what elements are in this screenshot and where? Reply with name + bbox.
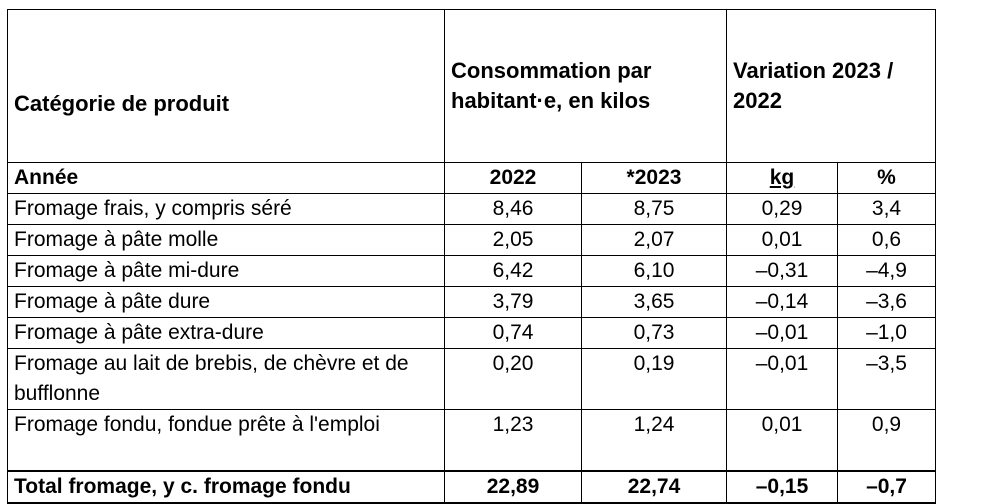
table-row: Fromage à pâte molle 2,05 2,07 0,01 0,6 <box>7 224 936 256</box>
row-label: Fromage à pâte mi-dure <box>7 255 445 287</box>
unit-kg: kg <box>726 162 838 194</box>
cell-kg: 0,01 <box>726 409 838 472</box>
cell-pct: –4,9 <box>837 255 936 287</box>
cell-pct: 0,9 <box>837 409 936 472</box>
header-category: Catégorie de produit <box>7 9 445 163</box>
cell-2022: 2,05 <box>444 224 582 256</box>
cell-pct: –3,5 <box>837 348 936 410</box>
cell-2022: 3,79 <box>444 286 582 318</box>
cell-pct: 3,4 <box>837 193 936 225</box>
cell-2023: 3,65 <box>581 286 727 318</box>
row-label: Fromage à pâte dure <box>7 286 445 318</box>
unit-pct: % <box>837 162 936 194</box>
data-table: Catégorie de produit Consommation par ha… <box>7 9 936 504</box>
cell-pct: –3,6 <box>837 286 936 318</box>
cell-2022: 0,20 <box>444 348 582 410</box>
cell-kg: 0,29 <box>726 193 838 225</box>
cell-2023: 1,24 <box>581 409 727 472</box>
year-label: Année <box>7 162 445 194</box>
cell-2022: 8,46 <box>444 193 582 225</box>
header-consumption: Consommation par habitant·e, en kilos <box>444 9 727 163</box>
cell-kg: –0,14 <box>726 286 838 318</box>
cell-kg: –0,01 <box>726 348 838 410</box>
cell-2023: 0,73 <box>581 317 727 349</box>
total-kg: –0,15 <box>726 470 838 504</box>
cell-2023: 0,19 <box>581 348 727 410</box>
cell-2022: 0,74 <box>444 317 582 349</box>
table-row: Fromage à pâte extra-dure 0,74 0,73 –0,0… <box>7 317 936 349</box>
year-row: Année 2022 *2023 kg % <box>7 162 936 194</box>
row-label: Fromage à pâte molle <box>7 224 445 256</box>
table-header-row: Catégorie de produit Consommation par ha… <box>7 9 936 163</box>
total-2022: 22,89 <box>444 470 582 504</box>
cell-2022: 1,23 <box>444 409 582 472</box>
year-2022: 2022 <box>444 162 582 194</box>
unit-kg-text: kg <box>769 166 795 189</box>
total-label: Total fromage, y c. fromage fondu <box>7 470 445 504</box>
cell-pct: –1,0 <box>837 317 936 349</box>
table-row: Fromage frais, y compris séré 8,46 8,75 … <box>7 193 936 225</box>
cell-kg: 0,01 <box>726 224 838 256</box>
table-row: Fromage à pâte dure 3,79 3,65 –0,14 –3,6 <box>7 286 936 318</box>
cell-kg: –0,31 <box>726 255 838 287</box>
total-2023: 22,74 <box>581 470 727 504</box>
cell-2022: 6,42 <box>444 255 582 287</box>
header-variation: Variation 2023 / 2022 <box>726 9 936 163</box>
total-row: Total fromage, y c. fromage fondu 22,89 … <box>7 470 936 504</box>
row-label: Fromage frais, y compris séré <box>7 193 445 225</box>
total-pct: –0,7 <box>837 470 936 504</box>
cell-2023: 6,10 <box>581 255 727 287</box>
table-row: Fromage à pâte mi-dure 6,42 6,10 –0,31 –… <box>7 255 936 287</box>
cell-pct: 0,6 <box>837 224 936 256</box>
year-2023: *2023 <box>581 162 727 194</box>
table-row: Fromage au lait de brebis, de chèvre et … <box>7 348 936 410</box>
row-label: Fromage fondu, fondue prête à l'emploi <box>7 409 445 472</box>
row-label: Fromage à pâte extra-dure <box>7 317 445 349</box>
cheese-consumption-table: Catégorie de produit Consommation par ha… <box>7 9 936 504</box>
table-row: Fromage fondu, fondue prête à l'emploi 1… <box>7 409 936 472</box>
cell-2023: 8,75 <box>581 193 727 225</box>
row-label: Fromage au lait de brebis, de chèvre et … <box>7 348 445 410</box>
cell-kg: –0,01 <box>726 317 838 349</box>
cell-2023: 2,07 <box>581 224 727 256</box>
